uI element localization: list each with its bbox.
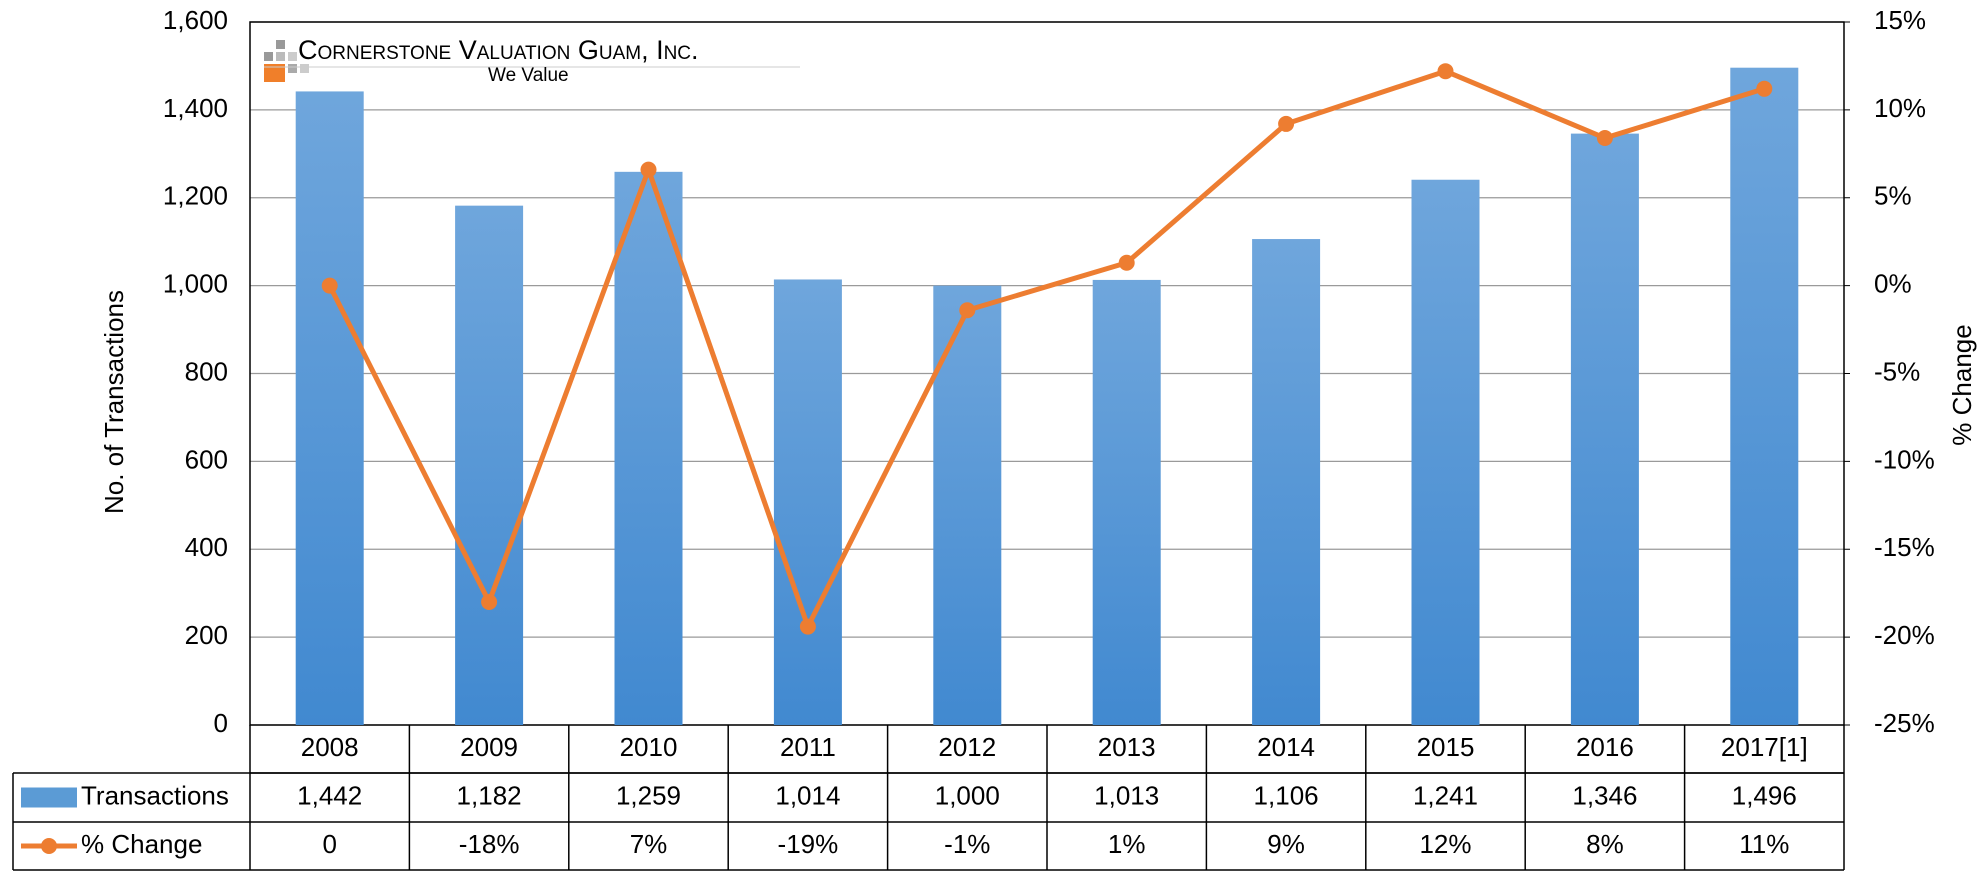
y-tick-label: 0 xyxy=(214,708,228,738)
line-marker xyxy=(481,593,498,610)
x-tick-label: 2010 xyxy=(620,732,678,762)
table-value: 1,259 xyxy=(616,780,681,810)
table-value: -18% xyxy=(459,829,520,859)
bar xyxy=(1730,67,1799,725)
table-value: 1,000 xyxy=(935,780,1000,810)
bar xyxy=(1411,179,1480,726)
bar xyxy=(1570,133,1639,725)
legend-label: % Change xyxy=(81,829,202,859)
line-marker xyxy=(640,161,657,178)
bar xyxy=(614,171,683,725)
y2-tick-label: 0% xyxy=(1874,269,1912,299)
y-tick-label: 1,000 xyxy=(163,269,228,299)
line-marker xyxy=(1118,254,1135,271)
y2-tick-label: -15% xyxy=(1874,532,1935,562)
logo-name: Cornerstone Valuation Guam, Inc. xyxy=(298,35,699,65)
x-tick-label: 2012 xyxy=(938,732,996,762)
line-marker xyxy=(1756,80,1773,97)
line xyxy=(327,68,1766,630)
x-tick-label: 2013 xyxy=(1098,732,1156,762)
table-value: 1,241 xyxy=(1413,780,1478,810)
logo-tagline: We Value xyxy=(488,65,569,86)
logo: Cornerstone Valuation Guam, Inc. We Valu… xyxy=(264,35,800,86)
table-value: 1,014 xyxy=(775,780,840,810)
table-value: 1% xyxy=(1108,829,1146,859)
y-tick-label: 800 xyxy=(185,356,228,386)
x-tick-label: 2011 xyxy=(780,732,836,762)
line-marker xyxy=(1278,115,1295,132)
x-tick-label: 2014 xyxy=(1257,732,1315,762)
x-tick-label: 2016 xyxy=(1576,732,1634,762)
y2-axis-title: % Change xyxy=(1947,324,1977,445)
bar xyxy=(295,91,364,725)
table-value: 11% xyxy=(1739,829,1789,859)
x-tick-label: 2017[1] xyxy=(1721,732,1808,762)
table-value: 8% xyxy=(1586,829,1624,859)
y2-tick-label: 15% xyxy=(1874,5,1926,35)
table-value: 1,442 xyxy=(297,780,362,810)
legend-label: Transactions xyxy=(81,780,229,810)
bar xyxy=(933,285,1002,725)
table-value: -1% xyxy=(944,829,990,859)
y2-tick-label: -10% xyxy=(1874,444,1935,474)
table-value: 9% xyxy=(1267,829,1305,859)
table-value: 12% xyxy=(1419,829,1471,859)
table-value: 1,182 xyxy=(457,780,522,810)
y-tick-label: 1,200 xyxy=(163,181,228,211)
table-value: 1,013 xyxy=(1094,780,1159,810)
x-tick-label: 2015 xyxy=(1417,732,1475,762)
x-tick-label: 2009 xyxy=(460,732,518,762)
y-axis-title: No. of Transactions xyxy=(99,290,129,514)
y2-tick-label: -20% xyxy=(1874,620,1935,650)
table-value: 7% xyxy=(630,829,668,859)
table-value: 0 xyxy=(322,829,336,859)
y2-tick-label: 10% xyxy=(1874,93,1926,123)
bar xyxy=(1252,239,1321,725)
line-marker xyxy=(1596,129,1613,146)
x-tick-label: 2008 xyxy=(301,732,359,762)
line-marker xyxy=(959,302,976,319)
y2-tick-label: -5% xyxy=(1874,356,1920,386)
legend-marker xyxy=(41,838,57,854)
bar xyxy=(1092,279,1161,725)
y-tick-label: 200 xyxy=(185,620,228,650)
line-marker xyxy=(1437,63,1454,80)
y2-tick-label: 5% xyxy=(1874,181,1912,211)
table-value: 1,346 xyxy=(1572,780,1637,810)
y-tick-label: 600 xyxy=(185,444,228,474)
y-tick-label: 1,600 xyxy=(163,5,228,35)
bar xyxy=(455,205,524,725)
table-value: -19% xyxy=(778,829,839,859)
line-marker xyxy=(799,618,816,635)
data-table-lines xyxy=(12,725,1845,871)
y-tick-label: 400 xyxy=(185,532,228,562)
y2-tick-label: -25% xyxy=(1874,708,1935,738)
line-marker xyxy=(321,277,338,294)
bar xyxy=(773,279,842,725)
table-value: 1,496 xyxy=(1732,780,1797,810)
legend-swatch xyxy=(21,787,77,808)
table-value: 1,106 xyxy=(1254,780,1319,810)
y-tick-label: 1,400 xyxy=(163,93,228,123)
